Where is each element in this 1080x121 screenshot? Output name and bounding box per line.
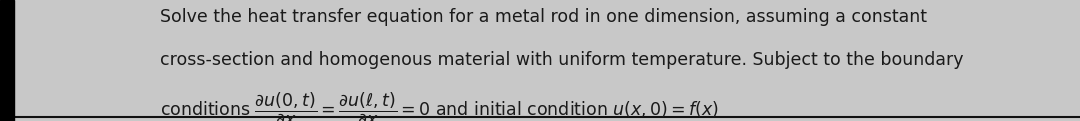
Bar <box>0 0 14 121</box>
Text: Solve the heat transfer equation for a metal rod in one dimension, assuming a co: Solve the heat transfer equation for a m… <box>160 8 927 26</box>
Text: conditions $\dfrac{\partial u(0,t)}{\partial x} = \dfrac{\partial u(\ell,t)}{\pa: conditions $\dfrac{\partial u(0,t)}{\par… <box>160 91 719 121</box>
Text: cross-section and homogenous material with uniform temperature. Subject to the b: cross-section and homogenous material wi… <box>160 51 963 69</box>
